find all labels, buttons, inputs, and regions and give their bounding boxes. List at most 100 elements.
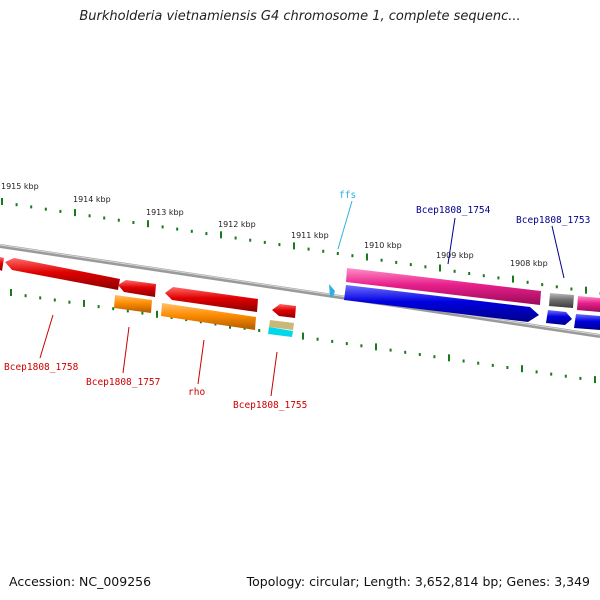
ruler-tick	[10, 289, 12, 296]
ruler-tick	[555, 285, 558, 289]
ruler-tick	[550, 372, 553, 376]
ruler-tick	[424, 265, 427, 269]
ruler-label-1913: 1913 kbp	[146, 208, 184, 217]
ruler-tick	[103, 216, 106, 220]
ruler-tick	[404, 350, 407, 354]
ruler-tick	[39, 296, 42, 300]
ruler-tick	[439, 264, 441, 272]
ruler-label-1909: 1909 kbp	[436, 251, 474, 260]
ruler-tick	[482, 274, 485, 278]
ruler-tick	[570, 287, 573, 291]
ruler-tick	[409, 263, 412, 267]
leader-bcep1808-1754	[447, 217, 456, 265]
gene-orange-1[interactable]	[114, 295, 152, 313]
ruler-label-1914: 1914 kbp	[73, 195, 111, 204]
ruler-tick	[380, 258, 383, 262]
ruler-tick	[1, 198, 3, 205]
ruler-tick	[512, 275, 514, 283]
ruler-tick	[59, 209, 62, 213]
ruler-tick	[126, 309, 129, 313]
ruler-tick	[585, 286, 587, 294]
ruler-tick	[141, 311, 144, 315]
ruler-tick	[117, 218, 120, 222]
ruler-ticks-lower	[10, 289, 596, 384]
ruler-tick	[541, 283, 544, 287]
ruler-tick	[521, 365, 523, 373]
ruler-tick	[88, 214, 91, 218]
ruler-ticks-upper	[1, 198, 600, 295]
ruler-tick	[316, 337, 319, 341]
ruler-tick	[366, 253, 368, 261]
ruler-tick	[278, 243, 281, 247]
chromosome-backbone	[0, 244, 600, 338]
ruler-tick	[205, 232, 208, 236]
ruler-tick	[249, 238, 252, 242]
ruler-tick	[389, 348, 392, 352]
ruler-tick	[74, 209, 76, 217]
label-rho[interactable]: rho	[188, 387, 205, 398]
label-bcep1808-1757[interactable]: Bcep1808_1757	[86, 377, 160, 388]
ruler-tick	[579, 376, 582, 380]
ruler-tick	[83, 299, 85, 307]
ruler-tick	[477, 361, 480, 365]
ruler-label-1912: 1912 kbp	[218, 220, 256, 229]
ruler-label-1915: 1915 kbp	[1, 182, 39, 191]
ruler-tick	[395, 260, 398, 264]
gene-pink-edge[interactable]	[577, 296, 600, 312]
gene-rho-upper[interactable]	[165, 287, 258, 312]
gene-blue-2[interactable]	[546, 310, 572, 325]
ruler-tick	[263, 240, 266, 244]
ruler-tick	[468, 272, 471, 275]
ruler-tick	[161, 225, 164, 229]
ruler-tick	[491, 363, 494, 367]
gene-red-edge[interactable]	[0, 257, 4, 271]
ruler-tick	[336, 252, 339, 255]
ruler-tick	[535, 370, 538, 374]
chromosome-title: Burkholderia vietnamiensis G4 chromosome…	[79, 9, 521, 24]
ruler-tick	[97, 305, 100, 309]
ruler-label-1911: 1911 kbp	[291, 231, 329, 240]
genome-summary-text: Topology: circular; Length: 3,652,814 bp…	[246, 574, 590, 589]
label-ffs[interactable]: ffs	[339, 190, 356, 201]
ruler-tick	[360, 344, 363, 348]
leader-bcep1808-1755	[270, 351, 278, 397]
ruler-tick	[418, 353, 421, 356]
gene-ffs[interactable]	[329, 284, 335, 297]
gene-cyan[interactable]	[268, 327, 293, 337]
label-bcep1808-1758[interactable]: Bcep1808_1758	[4, 362, 79, 373]
leader-bcep1808-1757	[122, 326, 130, 374]
gene-bcep1808-1757-upper[interactable]	[118, 280, 156, 297]
ruler-tick	[448, 354, 450, 362]
gene-bcep1808-1758[interactable]	[5, 258, 120, 290]
ruler-tick	[497, 276, 500, 280]
ruler-tick	[220, 231, 222, 239]
ruler-tick	[68, 300, 71, 304]
gene-tan[interactable]	[269, 320, 294, 330]
ruler-label-1908: 1908 kbp	[510, 259, 548, 268]
gene-blue-edge[interactable]	[574, 314, 600, 330]
gene-bcep1808-1753[interactable]	[549, 293, 574, 308]
ruler-tick	[345, 342, 348, 346]
ruler-tick	[30, 205, 33, 209]
ruler-tick	[564, 374, 567, 378]
leader-bcep1808-1753	[551, 225, 565, 279]
ruler-tick	[526, 280, 529, 284]
gene-blue-1[interactable]	[344, 285, 539, 322]
ruler-tick	[24, 294, 27, 298]
ruler-label-1910: 1910 kbp	[364, 241, 402, 250]
label-bcep1808-1755[interactable]: Bcep1808_1755	[233, 400, 307, 411]
gene-bcep1808-1754[interactable]	[346, 268, 541, 305]
ruler-tick	[293, 242, 295, 250]
ruler-tick	[234, 236, 237, 240]
ruler-tick	[351, 254, 354, 258]
gene-bcep1808-1755-upper[interactable]	[272, 304, 296, 318]
leader-ffs	[337, 200, 353, 250]
label-bcep1808-1754[interactable]: Bcep1808_1754	[416, 205, 491, 216]
ruler-tick	[176, 227, 179, 231]
gene-orange-2[interactable]	[161, 303, 256, 330]
label-bcep1808-1753[interactable]: Bcep1808_1753	[516, 215, 590, 226]
ruler-tick	[322, 249, 325, 253]
ruler-tick	[462, 359, 465, 363]
